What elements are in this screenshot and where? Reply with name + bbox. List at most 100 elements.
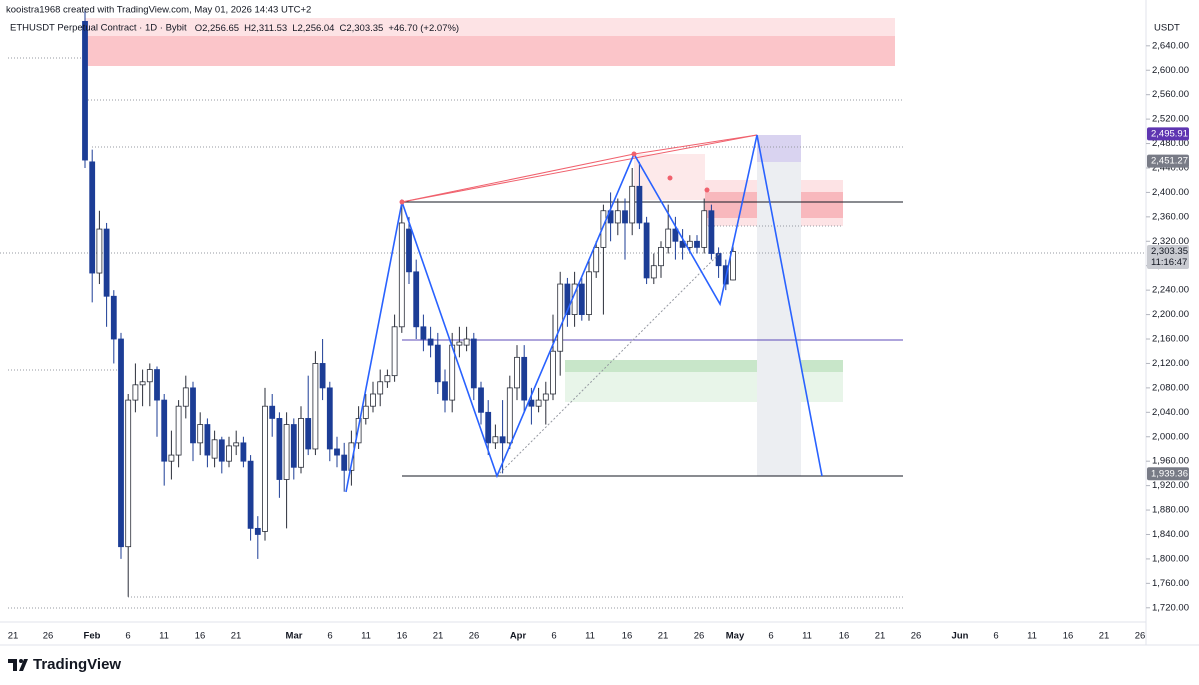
candle-body (586, 271, 592, 315)
candle-body (427, 338, 434, 346)
y-tick-label: 2,320.00 (1152, 236, 1189, 247)
candle-body (218, 439, 225, 462)
x-tick-label: 16 (195, 631, 206, 642)
candle-body (377, 381, 384, 395)
price-badge-label: 2,303.35 (1151, 246, 1188, 257)
candle-body (118, 338, 124, 548)
candle-body (240, 442, 247, 462)
x-tick-label: Jun (952, 631, 969, 642)
x-tick-label: 6 (993, 631, 998, 642)
candle-body (262, 405, 268, 532)
candle-body (247, 460, 254, 529)
y-tick-label: 2,200.00 (1152, 309, 1189, 320)
candle-body (470, 338, 477, 389)
y-tick-label: 1,760.00 (1152, 578, 1189, 589)
pivot (399, 199, 405, 205)
candle-body (398, 222, 405, 328)
y-tick-label: 1,920.00 (1152, 480, 1189, 491)
x-tick-label: May (726, 631, 745, 642)
candle-body (715, 253, 722, 267)
candle-body (629, 185, 636, 224)
symbol: ETHUSDT Perpetual Contract · 1D · Bybit (10, 23, 187, 34)
candle-body (110, 295, 117, 340)
x-tick-label: 16 (397, 631, 408, 642)
candle-body (456, 341, 463, 346)
candle-body (622, 210, 628, 224)
x-tick-label: 26 (911, 631, 922, 642)
y-tick-label: 1,800.00 (1152, 553, 1189, 564)
y-tick-label: 2,000.00 (1152, 431, 1189, 442)
pivot (631, 151, 637, 157)
y-tick-label: 2,240.00 (1152, 285, 1189, 296)
y-tick-label: 2,640.00 (1152, 40, 1189, 51)
pattern (345, 134, 823, 493)
candle-body (413, 271, 420, 328)
candle-body (550, 350, 556, 395)
x-tick-label: 11 (361, 631, 371, 642)
candle-body (182, 387, 189, 407)
drawings (0, 18, 1145, 609)
candle-body (708, 210, 715, 254)
candle-body (175, 405, 182, 456)
legend-low: L2,256.04 (292, 23, 334, 34)
candle-body (499, 436, 506, 444)
wedge-line (401, 134, 758, 203)
candle-body (154, 369, 160, 401)
x-tick-label: 21 (1099, 631, 1110, 642)
stop-box (757, 162, 801, 476)
candle-body (535, 399, 542, 407)
legend-close: C2,303.35 (339, 23, 383, 34)
candle-body (391, 326, 398, 377)
candle-body (161, 399, 168, 462)
price-badge-label: 1,939.36 (1151, 468, 1188, 479)
candle-body (478, 387, 484, 413)
candle-body (557, 283, 564, 352)
candle-body (290, 424, 297, 468)
legend-high: H2,311.53 (244, 23, 287, 34)
candle-body (578, 283, 585, 315)
x-tick-label: 21 (231, 631, 242, 642)
candle-body (197, 424, 204, 444)
candle-body (442, 381, 448, 401)
y-tick-label: 1,840.00 (1152, 529, 1189, 540)
y-tick-label: 2,160.00 (1152, 334, 1189, 345)
risk-box (757, 135, 801, 162)
brand: TradingView (33, 656, 121, 673)
candle-body (348, 442, 355, 471)
x-tick-label: 11 (159, 631, 169, 642)
candle-body (506, 387, 513, 444)
credit: kooistra1968 created with TradingView.co… (6, 5, 311, 16)
candle-body (283, 424, 290, 480)
candle-body (226, 445, 232, 462)
x-tick-label: 11 (1027, 631, 1037, 642)
legend-change: +46.70 (+2.07%) (388, 23, 459, 34)
pivot (667, 175, 673, 181)
candle-body (463, 338, 470, 346)
candle-body (485, 411, 492, 444)
candle-body (542, 393, 549, 401)
candle-body (521, 356, 528, 401)
x-tick-label: 21 (8, 631, 19, 642)
candle-body (514, 356, 520, 389)
candle-body (694, 240, 700, 248)
candle-body (564, 283, 571, 315)
candle-body (103, 228, 110, 297)
x-tick-label: 6 (125, 631, 130, 642)
candle-body (434, 344, 441, 383)
x-tick-label: 6 (768, 631, 773, 642)
candle-body (125, 399, 132, 548)
y-tick-label: 2,120.00 (1152, 358, 1189, 369)
candle-body (701, 210, 708, 248)
candle-body (672, 228, 679, 242)
candle-body (665, 228, 672, 248)
price-badge (1147, 127, 1189, 141)
logo-icon (8, 659, 28, 671)
candle-body (650, 265, 657, 279)
candle-body (204, 424, 211, 456)
candle-body (614, 210, 621, 224)
candle-body (658, 246, 664, 267)
x-tick-label: Feb (84, 631, 101, 642)
logo-dot (19, 659, 23, 663)
x-tick-label: 26 (694, 631, 705, 642)
